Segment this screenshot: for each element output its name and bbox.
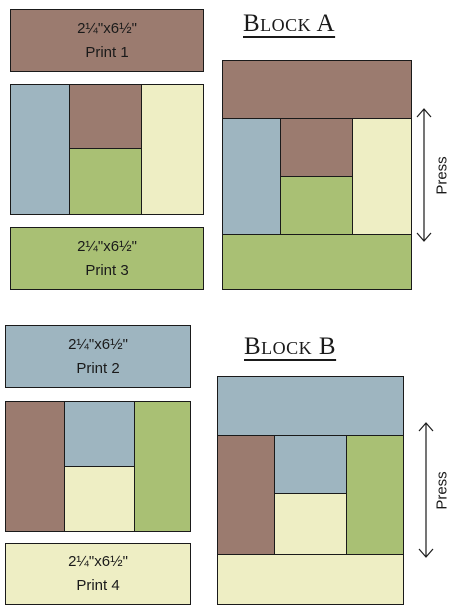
- center-square-cream: [64, 466, 135, 532]
- block-b-strip-print-2: 2¼"x6½" Print 2: [5, 325, 191, 388]
- strip-print-label: Print 3: [85, 261, 129, 279]
- bottom-strip-green: [222, 234, 412, 290]
- block-a-strip-print-3: 2¼"x6½" Print 3: [10, 227, 204, 290]
- strip-print-label: Print 1: [85, 43, 129, 61]
- strip-print-label: Print 2: [76, 359, 120, 377]
- strip-size-label: 2¼"x6½": [68, 335, 128, 353]
- bottom-strip-cream: [217, 554, 404, 605]
- block-a-center-unit: [10, 84, 204, 215]
- center-square-blue: [64, 401, 135, 467]
- block-a-title: Block A: [243, 10, 336, 37]
- center-square-cream: [274, 493, 347, 555]
- center-square-green: [280, 176, 353, 235]
- press-arrow-icon: [416, 108, 432, 242]
- block-b-strip-print-4: 2¼"x6½" Print 4: [5, 543, 191, 605]
- side-strip-blue: [10, 84, 70, 215]
- side-strip-cream: [352, 118, 412, 235]
- block-b-title: Block B: [244, 333, 337, 360]
- strip-size-label: 2¼"x6½": [68, 553, 128, 570]
- block-b-assembled: [217, 376, 404, 605]
- top-strip-blue: [217, 376, 404, 436]
- block-b-press-label: Press: [433, 471, 451, 510]
- side-strip-green: [134, 401, 191, 532]
- side-strip-green: [346, 435, 404, 555]
- strip-size-label: 2¼"x6½": [77, 19, 137, 37]
- block-a-strip-print-1: 2¼"x6½" Print 1: [10, 9, 204, 72]
- press-arrow-icon: [418, 422, 434, 558]
- side-strip-cream: [141, 84, 204, 215]
- center-square-blue: [274, 435, 347, 494]
- center-square-green: [69, 148, 142, 215]
- side-strip-blue: [222, 118, 281, 235]
- center-square-brown: [69, 84, 142, 149]
- top-strip-brown: [222, 60, 412, 119]
- center-square-brown: [280, 118, 353, 177]
- strip-size-label: 2¼"x6½": [77, 237, 137, 255]
- side-strip-brown: [5, 401, 65, 532]
- side-strip-brown: [217, 435, 275, 555]
- block-b-center-unit: [5, 401, 191, 532]
- strip-print-label: Print 4: [76, 577, 120, 594]
- block-a-press-label: Press: [433, 156, 451, 195]
- block-a-assembled: [222, 60, 412, 290]
